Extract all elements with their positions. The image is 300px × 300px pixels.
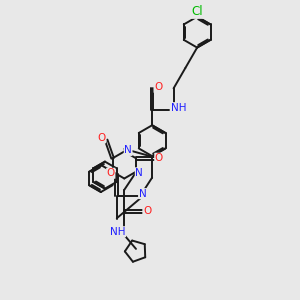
Text: N: N xyxy=(135,168,143,178)
Text: O: O xyxy=(155,153,163,163)
Text: N: N xyxy=(139,189,146,199)
Text: N: N xyxy=(124,146,132,155)
Text: O: O xyxy=(97,133,106,143)
Text: O: O xyxy=(154,82,162,92)
Text: O: O xyxy=(143,206,151,216)
Text: Cl: Cl xyxy=(191,5,203,18)
Text: NH: NH xyxy=(170,103,186,113)
Text: O: O xyxy=(107,168,115,178)
Text: NH: NH xyxy=(110,227,125,237)
